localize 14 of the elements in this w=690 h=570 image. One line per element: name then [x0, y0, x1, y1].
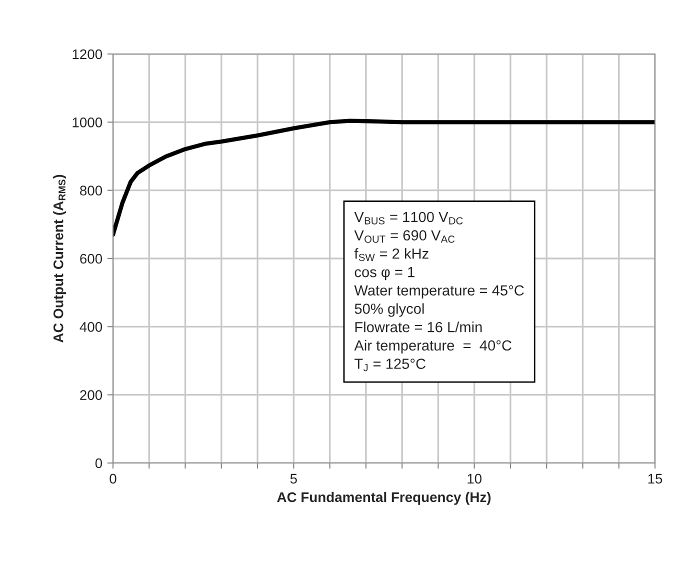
y-tick-label: 600: [80, 254, 102, 264]
y-tick-label: 0: [95, 458, 102, 468]
y-tick-label: 800: [80, 186, 102, 196]
y-tick-label: 200: [80, 390, 102, 400]
text: V$_{BUS}$ = 1100 V$_{DC}$ V$_{OUT}$ = 690 V$_{AC}$ f$_{SW}$ = 2 kHz cos φ = 1 Water temperature = 45°C 50% glycol Flowrate = 16 L/min Air temperature = 40°C T$_{J}$ = 125°C: [354, 212, 524, 372]
y-tick-label: 1200: [72, 49, 102, 60]
x-tick-label: 15: [648, 474, 662, 484]
y-tick-label: 400: [80, 322, 102, 332]
y-tick-label: 1000: [72, 118, 102, 128]
x-axis-title: AC Fundamental Frequency (Hz): [277, 492, 491, 505]
x-tick-label: 0: [110, 474, 116, 484]
y-axis-title: AC Output Current (A$_{RMS}$): [53, 174, 66, 343]
x-tick-label: 10: [468, 474, 482, 484]
x-tick-label: 5: [290, 474, 297, 484]
